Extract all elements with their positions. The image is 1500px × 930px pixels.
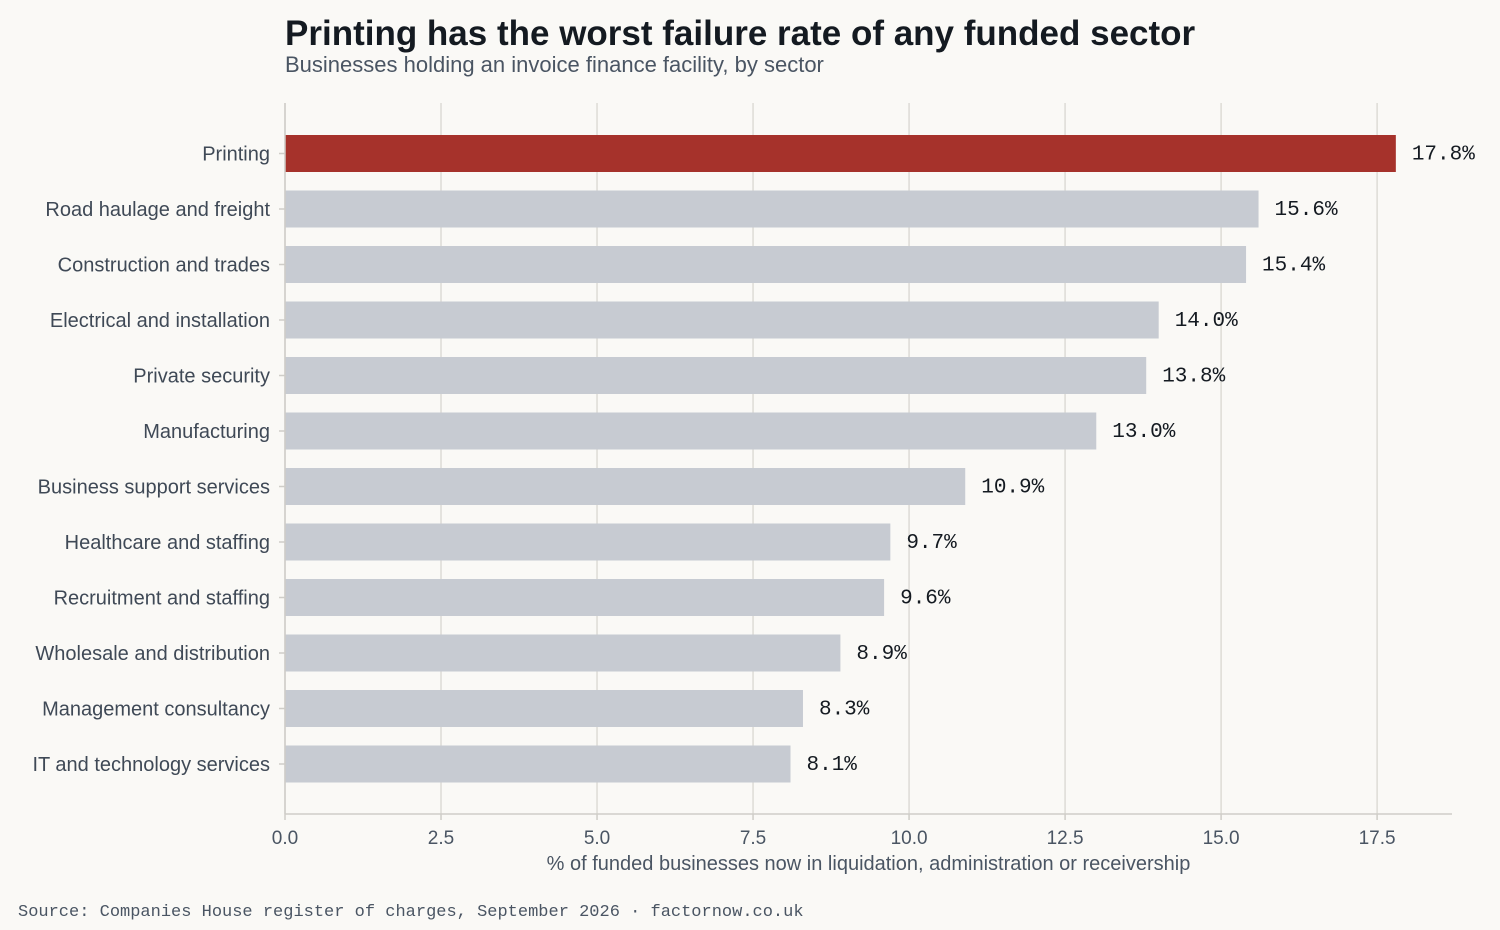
bar <box>285 246 1247 283</box>
x-tick-label: 0.0 <box>272 828 298 849</box>
bar <box>285 579 885 616</box>
value-label: 8.9% <box>856 643 907 666</box>
bar <box>285 412 1097 450</box>
bar <box>285 468 966 505</box>
x-tick-label: 10.0 <box>891 828 928 849</box>
category-label: Road haulage and freight <box>45 199 270 221</box>
category-label: Wholesale and distribution <box>35 643 270 665</box>
bar <box>285 634 841 672</box>
category-label: IT and technology services <box>32 754 270 776</box>
category-label: Construction and trades <box>58 255 270 277</box>
value-label: 9.6% <box>900 588 951 611</box>
x-tick-label: 15.0 <box>1203 828 1240 849</box>
category-label: Printing <box>202 144 270 166</box>
chart-subtitle: Businesses holding an invoice finance fa… <box>285 52 824 77</box>
value-label: 13.0% <box>1112 421 1175 444</box>
bar <box>285 357 1147 394</box>
category-label: Healthcare and staffing <box>65 532 270 554</box>
x-tick-label: 5.0 <box>584 828 610 849</box>
category-label: Business support services <box>38 477 270 499</box>
x-tick-label: 17.5 <box>1359 828 1396 849</box>
value-label: 17.8% <box>1412 144 1475 167</box>
bar <box>285 523 891 561</box>
value-label: 8.1% <box>806 754 857 777</box>
category-label: Management consultancy <box>42 699 270 721</box>
value-label: 10.9% <box>981 477 1044 500</box>
category-label: Manufacturing <box>143 421 270 443</box>
bar <box>285 745 791 783</box>
bar <box>285 301 1159 339</box>
labels: 0.0 2.5 5.0 7.5 10.0 12.5 15.0 17.5 Printing 17.8… <box>32 144 1475 850</box>
x-tick-label: 12.5 <box>1047 828 1084 849</box>
bar <box>285 690 803 727</box>
value-label: 15.6% <box>1275 199 1338 222</box>
chart-title: Printing has the worst failure rate of a… <box>285 14 1196 53</box>
value-label: 13.8% <box>1162 366 1225 389</box>
value-label: 9.7% <box>906 532 957 555</box>
x-tick-label: 7.5 <box>740 828 766 849</box>
value-label: 8.3% <box>819 699 870 722</box>
bar <box>285 190 1259 228</box>
bar <box>285 135 1396 172</box>
category-label: Private security <box>133 366 270 388</box>
value-label: 14.0% <box>1175 310 1238 333</box>
category-label: Electrical and installation <box>50 310 270 332</box>
axes <box>279 103 1452 820</box>
bars <box>285 135 1396 783</box>
value-label: 15.4% <box>1262 255 1325 278</box>
source-note: Source: Companies House register of char… <box>18 903 804 922</box>
x-axis-title: % of funded businesses now in liquidatio… <box>547 853 1191 875</box>
category-label: Recruitment and staffing <box>54 588 270 610</box>
x-tick-label: 2.5 <box>428 828 454 849</box>
